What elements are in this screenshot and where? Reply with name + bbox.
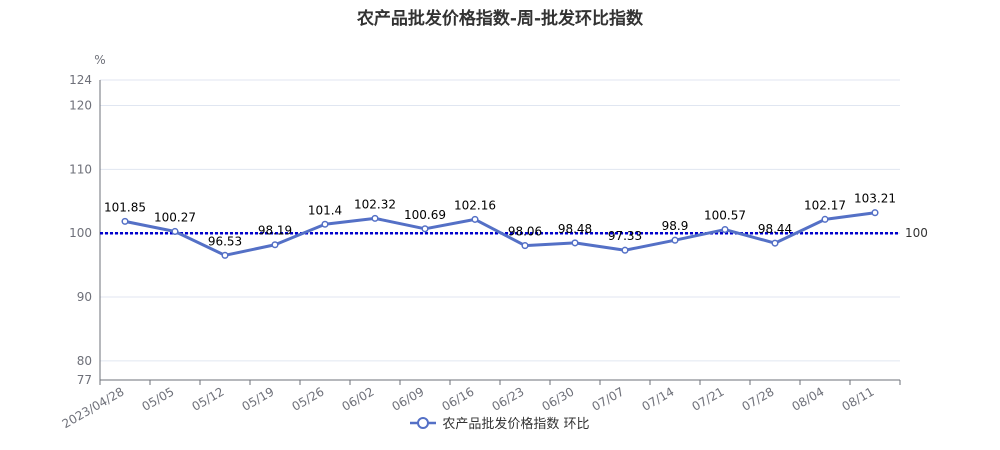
data-point: [671, 236, 679, 244]
y-tick-label: 110: [69, 162, 92, 176]
x-tick-label: 06/02: [340, 384, 377, 413]
x-tick-label: 07/21: [690, 384, 727, 413]
data-label: 96.53: [208, 234, 242, 248]
data-point: [271, 241, 279, 249]
x-tick-label: 05/19: [240, 384, 277, 413]
x-tick-label: 05/12: [190, 384, 227, 413]
data-label: 101.85: [104, 200, 146, 214]
data-label: 102.32: [354, 197, 396, 211]
data-label: 102.16: [454, 198, 496, 212]
data-point: [771, 239, 779, 247]
data-label: 98.48: [558, 222, 592, 236]
y-tick-label: 100: [69, 226, 92, 240]
x-tick-label: 08/04: [790, 384, 827, 413]
legend-item[interactable]: 农产品批发价格指数 环比: [410, 413, 590, 432]
x-tick-label: 07/28: [740, 384, 777, 413]
data-point: [521, 242, 529, 250]
data-point: [621, 246, 629, 254]
legend-line-icon: [410, 416, 437, 429]
y-tick-label: 120: [69, 99, 92, 113]
data-label: 98.19: [258, 224, 292, 238]
data-point: [871, 209, 879, 217]
data-label: 100.57: [704, 209, 746, 223]
data-point: [471, 215, 479, 223]
data-point: [221, 251, 229, 259]
data-point: [371, 214, 379, 222]
x-tick-label: 08/11: [840, 384, 877, 413]
x-tick-label: 05/05: [140, 384, 177, 413]
grid-lines: [100, 79, 900, 362]
legend-label: 农产品批发价格指数 环比: [442, 417, 590, 432]
x-tick-label: 07/14: [640, 384, 677, 413]
data-label: 97.33: [608, 229, 642, 243]
data-point: [721, 226, 729, 234]
chart-title: 农产品批发价格指数-周-批发环比指数: [356, 9, 644, 29]
x-tick-label: 06/23: [490, 384, 527, 413]
data-label: 103.21: [854, 192, 896, 206]
x-tick-label: 06/16: [440, 384, 477, 413]
data-label: 98.06: [508, 225, 542, 239]
x-tick-label: 06/09: [390, 384, 427, 413]
x-tick-label: 07/07: [590, 384, 627, 413]
y-tick-label: 124: [69, 73, 92, 87]
data-point: [571, 239, 579, 247]
data-label: 98.44: [758, 222, 792, 236]
y-tick-label: 77: [77, 373, 92, 387]
data-label: 100.27: [154, 210, 196, 224]
data-label: 101.4: [308, 203, 342, 217]
legend[interactable]: 农产品批发价格指数 环比: [0, 413, 1000, 434]
data-label: 98.9: [662, 219, 689, 233]
y-unit-label: %: [94, 53, 105, 67]
data-point: [171, 227, 179, 236]
series-group: [121, 209, 879, 259]
data-point: [821, 215, 829, 223]
series-line: [124, 211, 876, 257]
data-labels: 101.85 100.27 96.53 98.19 101.4 102.32 100.69 1…: [104, 192, 896, 249]
data-point: [121, 217, 129, 225]
y-tick-label: 80: [77, 354, 92, 368]
x-tick-label: 06/30: [540, 384, 577, 413]
data-label: 102.17: [804, 198, 846, 212]
reference-line-label: 100: [905, 226, 928, 240]
data-point: [421, 225, 429, 233]
y-tick-label: 90: [77, 290, 92, 304]
data-point: [321, 220, 329, 228]
x-tick-label: 05/26: [290, 384, 327, 413]
data-label: 100.69: [404, 208, 446, 222]
